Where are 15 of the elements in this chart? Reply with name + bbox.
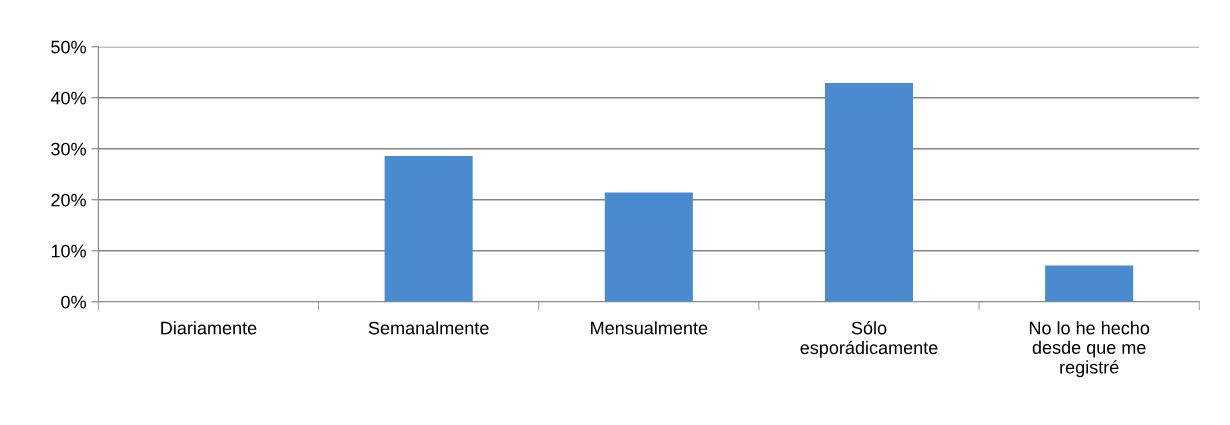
bar (1045, 265, 1134, 302)
x-tick-label: No lo he hecho desde que me registré (1029, 321, 1150, 378)
y-tick-label: 40% (50, 91, 86, 105)
x-tick-label: Sólo esporádicamente (800, 320, 938, 358)
bar (604, 192, 693, 302)
x-tick-label: Mensualmente (591, 321, 708, 335)
bar (824, 82, 914, 302)
x-tick-label: Diariamente (161, 321, 257, 335)
y-tick-label: 10% (51, 244, 86, 258)
y-tick-label: 30% (51, 142, 86, 156)
x-tick-label: Semanalmente (368, 321, 489, 335)
bar (384, 155, 473, 302)
y-tick-label: 20% (51, 193, 86, 207)
y-tick-label: 50% (51, 40, 86, 54)
y-tick-label: 0% (61, 295, 86, 309)
